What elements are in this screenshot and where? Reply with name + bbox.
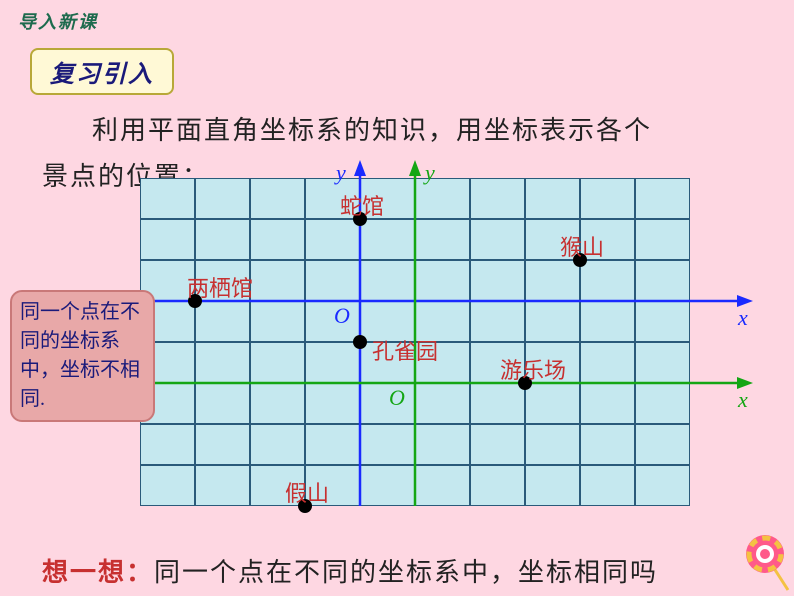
grid-cell xyxy=(635,424,690,465)
grid-cell xyxy=(635,219,690,260)
label-peacock: 孔雀园 xyxy=(372,334,438,366)
grid-cell xyxy=(250,219,305,260)
callout-box: 同一个点在不同的坐标系中，坐标不相同. xyxy=(10,290,155,422)
subtitle-box: 复习引入 xyxy=(30,48,174,95)
grid-cell xyxy=(470,219,525,260)
grid-cell xyxy=(250,178,305,219)
green-x-axis xyxy=(135,373,755,393)
bottom-text: 想一想：同一个点在不同的坐标系中，坐标相同吗 xyxy=(42,552,658,589)
grid-cell xyxy=(470,424,525,465)
grid-cell xyxy=(470,465,525,506)
label-snake: 蛇馆 xyxy=(340,189,384,221)
green-y-label: y xyxy=(425,160,435,186)
blue-x-label: x xyxy=(738,305,748,331)
label-rockery: 假山 xyxy=(285,476,329,508)
blue-y-label: y xyxy=(336,160,346,186)
grid-cell xyxy=(250,424,305,465)
label-amphib: 两栖馆 xyxy=(187,271,253,303)
grid-cell xyxy=(635,178,690,219)
intro-line1: 利用平面直角坐标系的知识，用坐标表示各个 xyxy=(92,106,652,155)
grid-cell xyxy=(140,219,195,260)
grid-cell xyxy=(580,465,635,506)
bottom-body: 同一个点在不同的坐标系中，坐标相同吗 xyxy=(154,558,658,587)
label-play: 游乐场 xyxy=(500,353,566,385)
grid-cell xyxy=(195,219,250,260)
green-origin-label: O xyxy=(389,385,405,411)
grid-cell xyxy=(525,424,580,465)
point-peacock xyxy=(353,335,367,349)
grid-cell xyxy=(580,424,635,465)
grid-cell xyxy=(470,178,525,219)
grid-cell xyxy=(635,465,690,506)
blue-origin-label: O xyxy=(334,303,350,329)
grid-cell xyxy=(525,178,580,219)
grid-cell xyxy=(195,178,250,219)
grid-cell xyxy=(140,178,195,219)
lollipop-icon xyxy=(740,532,790,592)
bottom-label: 想一想： xyxy=(42,558,154,587)
green-x-label: x xyxy=(738,387,748,413)
callout-text: 同一个点在不同的坐标系中，坐标不相同. xyxy=(20,301,140,410)
lesson-header: 导入新课 xyxy=(18,8,98,34)
grid-cell xyxy=(525,465,580,506)
label-monkey: 猴山 xyxy=(560,230,604,262)
grid-cell xyxy=(140,465,195,506)
grid-cell xyxy=(580,178,635,219)
